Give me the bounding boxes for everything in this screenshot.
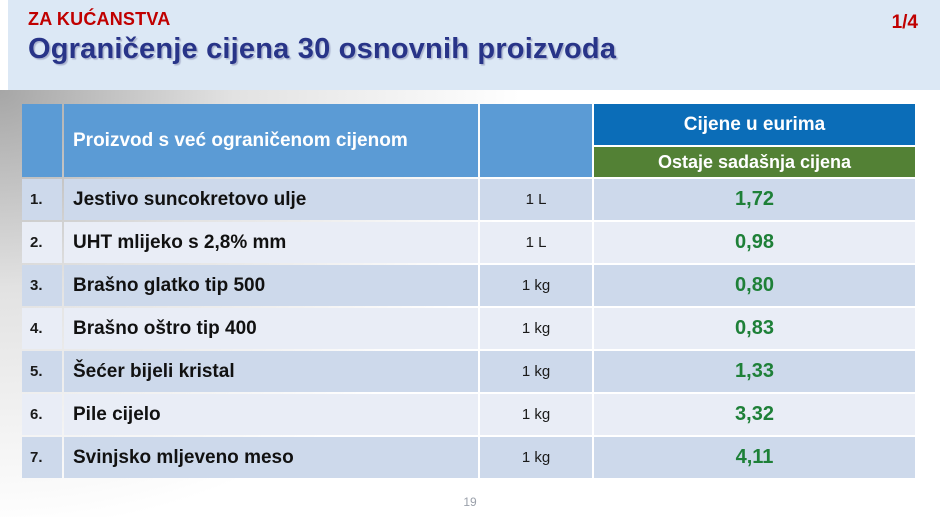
number-column-header	[22, 104, 62, 177]
slide-number: 19	[463, 495, 477, 509]
row-number: 4.	[22, 308, 62, 349]
row-unit: 1 L	[480, 179, 592, 220]
row-product: UHT mlijeko s 2,8% mm	[64, 222, 478, 263]
slide-page-indicator: 1/4	[891, 12, 918, 33]
row-price: 0,98	[594, 222, 915, 263]
unit-column-header	[480, 104, 592, 177]
row-product: Pile cijelo	[64, 394, 478, 435]
row-product: Šećer bijeli kristal	[64, 351, 478, 392]
product-column-header: Proizvod s već ograničenom cijenom	[64, 104, 478, 177]
row-price: 1,72	[594, 179, 915, 220]
title-band: ZA KUĆANSTVA Ograničenje cijena 30 osnov…	[8, 0, 940, 90]
row-unit: 1 kg	[480, 265, 592, 306]
slide-title: Ograničenje cijena 30 osnovnih proizvoda	[28, 33, 617, 65]
row-number: 2.	[22, 222, 62, 263]
row-number: 3.	[22, 265, 62, 306]
row-number: 6.	[22, 394, 62, 435]
row-product: Svinjsko mljeveno meso	[64, 437, 478, 478]
row-unit: 1 kg	[480, 308, 592, 349]
row-product: Brašno oštro tip 400	[64, 308, 478, 349]
row-number: 5.	[22, 351, 62, 392]
price-group-header: Cijene u eurima	[594, 104, 915, 145]
row-price: 4,11	[594, 437, 915, 478]
row-price: 0,80	[594, 265, 915, 306]
row-number: 7.	[22, 437, 62, 478]
price-sub-header: Ostaje sadašnja cijena	[594, 147, 915, 177]
slide-eyebrow: ZA KUĆANSTVA	[28, 9, 171, 29]
price-table: Proizvod s već ograničenom cijenom Cijen…	[22, 104, 915, 478]
row-price: 3,32	[594, 394, 915, 435]
row-number: 1.	[22, 179, 62, 220]
row-price: 0,83	[594, 308, 915, 349]
row-product: Jestivo suncokretovo ulje	[64, 179, 478, 220]
row-unit: 1 kg	[480, 437, 592, 478]
row-price: 1,33	[594, 351, 915, 392]
row-unit: 1 kg	[480, 351, 592, 392]
row-unit: 1 L	[480, 222, 592, 263]
row-product: Brašno glatko tip 500	[64, 265, 478, 306]
row-unit: 1 kg	[480, 394, 592, 435]
